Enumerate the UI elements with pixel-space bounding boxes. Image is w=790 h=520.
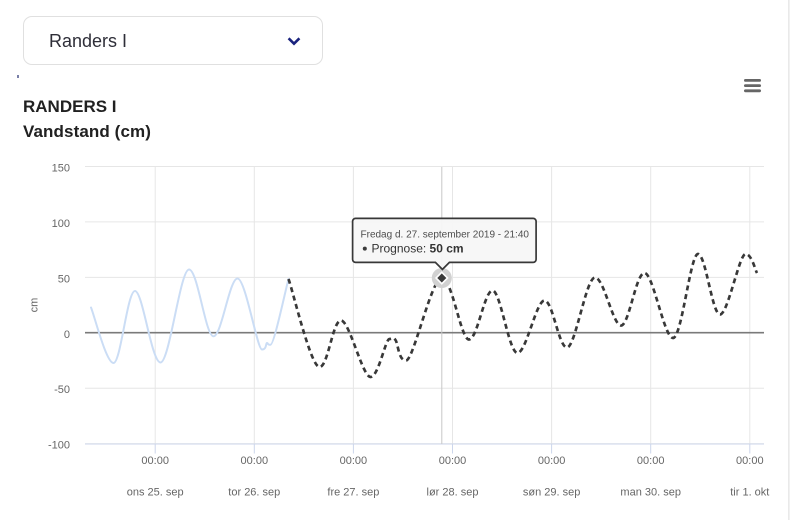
svg-text:00:00: 00:00 bbox=[241, 455, 269, 467]
svg-text:150: 150 bbox=[52, 163, 70, 175]
svg-text:00:00: 00:00 bbox=[141, 455, 169, 467]
svg-text:100: 100 bbox=[52, 218, 70, 230]
svg-text:Fredag d. 27. september 2019 -: Fredag d. 27. september 2019 - 21:40 bbox=[361, 230, 530, 241]
svg-text:-50: -50 bbox=[54, 384, 70, 396]
svg-text:Prognose: 50 cm: Prognose: 50 cm bbox=[372, 242, 464, 256]
svg-text:50: 50 bbox=[58, 273, 70, 285]
svg-text:ons 25. sep: ons 25. sep bbox=[127, 487, 184, 499]
svg-text:søn 29. sep: søn 29. sep bbox=[523, 487, 580, 499]
svg-text:00:00: 00:00 bbox=[439, 455, 467, 467]
svg-text:tor 26. sep: tor 26. sep bbox=[228, 487, 280, 499]
svg-text:fre 27. sep: fre 27. sep bbox=[327, 487, 379, 499]
svg-text:00:00: 00:00 bbox=[538, 455, 566, 467]
svg-text:man 30. sep: man 30. sep bbox=[620, 487, 681, 499]
svg-text:-100: -100 bbox=[48, 440, 70, 452]
svg-text:lør 28. sep: lør 28. sep bbox=[427, 487, 479, 499]
svg-text:cm: cm bbox=[29, 298, 41, 313]
svg-text:00:00: 00:00 bbox=[736, 455, 764, 467]
svg-text:00:00: 00:00 bbox=[340, 455, 368, 467]
svg-text:00:00: 00:00 bbox=[637, 455, 665, 467]
svg-text:tir 1. okt: tir 1. okt bbox=[730, 487, 769, 499]
svg-text:0: 0 bbox=[64, 329, 70, 341]
